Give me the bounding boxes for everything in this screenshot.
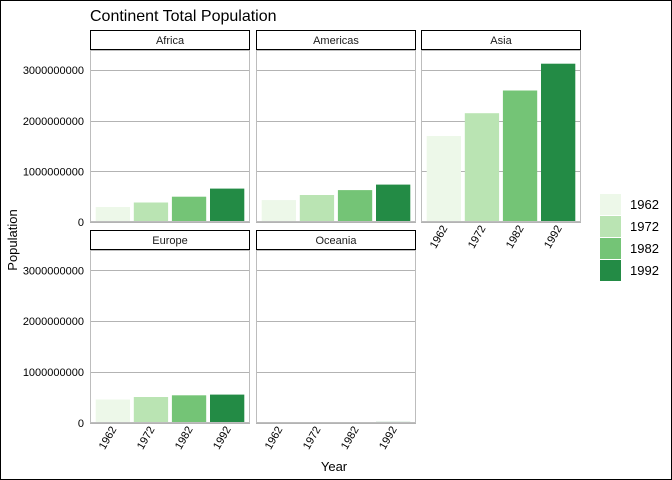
legend-label-1962: 1962	[630, 197, 659, 212]
legend-label-1972: 1972	[630, 219, 659, 234]
bar-africa-1982	[171, 196, 207, 222]
bar-asia-1972	[464, 113, 500, 222]
facet-panel-oceania: Oceania 1962 1972 1982 1992	[256, 230, 416, 452]
x-tick-label: 1992	[211, 425, 234, 452]
x-tick-label: 1962	[428, 224, 451, 251]
panel-border	[421, 50, 581, 222]
facet-panel-americas: Americas	[256, 30, 416, 223]
x-tick-label: 1982	[173, 425, 196, 452]
bar-americas-1992	[376, 184, 411, 222]
facet-panel-europe: Europe 0 1000000000 2000000000 3000000000 196…	[23, 230, 250, 452]
facet-strip	[256, 230, 416, 250]
bar-asia-1982	[502, 90, 538, 222]
x-tick-label: 1992	[377, 425, 400, 452]
x-tick-label: 1972	[466, 224, 489, 251]
x-tick-label: 1962	[263, 425, 286, 452]
panel-border	[90, 250, 250, 423]
x-tick-label: 1972	[301, 425, 324, 452]
bar-africa-1992	[210, 188, 245, 222]
legend: 1962 1972 1982 1992	[600, 194, 659, 281]
y-tick-label: 0	[78, 217, 84, 229]
bar-europe-1972	[133, 397, 169, 423]
bar-americas-1982	[337, 190, 373, 222]
legend-label-1992: 1992	[630, 263, 659, 278]
bar-africa-1972	[133, 202, 169, 222]
panel-border	[90, 50, 250, 222]
bar-asia-1962	[426, 136, 461, 222]
facet-panels: Africa 0 1000000000 2000000000 3000000000 Ame…	[23, 30, 581, 452]
facet-strip-label: Asia	[490, 35, 512, 47]
facet-strip	[256, 30, 416, 50]
legend-label-1982: 1982	[630, 241, 659, 256]
facet-strip	[90, 30, 250, 50]
x-tick-label: 1982	[504, 224, 527, 251]
y-tick-label: 2000000000	[23, 116, 84, 128]
y-axis-title: Population	[5, 209, 20, 270]
x-tick-label: 1972	[135, 425, 158, 452]
legend-swatch-1972	[600, 216, 621, 237]
bar-africa-1962	[95, 207, 130, 222]
facet-strip-label: Americas	[313, 35, 359, 47]
chart-title: Continent Total Population	[90, 8, 277, 25]
x-axis-title: Year	[321, 459, 348, 474]
facet-strip-label: Europe	[152, 235, 187, 247]
facet-strip	[421, 30, 581, 50]
x-tick-label: 1982	[339, 425, 362, 452]
panel-border	[256, 250, 416, 423]
bar-asia-1992	[541, 63, 576, 223]
facet-strip-label: Oceania	[316, 235, 358, 247]
bar-europe-1962	[95, 399, 130, 423]
y-tick-label: 3000000000	[23, 65, 84, 77]
bar-europe-1982	[171, 395, 207, 423]
x-tick-label: 1992	[542, 224, 565, 251]
legend-swatch-1982	[600, 238, 621, 259]
y-tick-label: 0	[78, 418, 84, 430]
legend-swatch-1992	[600, 260, 621, 281]
facet-panel-africa: Africa 0 1000000000 2000000000 3000000000	[23, 30, 250, 229]
legend-swatch-1962	[600, 194, 621, 215]
bar-americas-1962	[261, 200, 296, 222]
facet-panel-asia: Asia 1962 1972 1982 1992	[421, 30, 581, 251]
bar-europe-1992	[210, 394, 245, 423]
facet-strip-label: Africa	[156, 35, 185, 47]
panel-border	[256, 50, 416, 222]
y-tick-label: 2000000000	[23, 316, 84, 328]
x-tick-label: 1962	[97, 425, 120, 452]
y-tick-label: 1000000000	[23, 367, 84, 379]
y-tick-label: 1000000000	[23, 166, 84, 178]
y-tick-label: 3000000000	[23, 265, 84, 277]
bar-americas-1972	[299, 195, 335, 222]
facet-strip	[90, 230, 250, 250]
